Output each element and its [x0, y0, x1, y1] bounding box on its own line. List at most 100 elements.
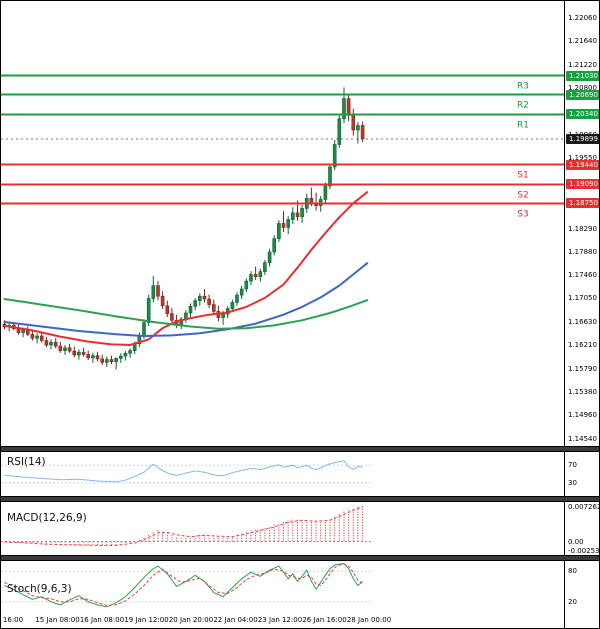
price-tick-label: 1.18290 [568, 224, 597, 233]
bear-candle [44, 340, 49, 346]
time-tick-label: 26 Jan 16:00 [302, 616, 347, 624]
rsi-line [4, 460, 363, 483]
price-chart-panel[interactable]: R1 R2 R3 S1 S2 S3 [1, 1, 564, 446]
bull-candle [244, 280, 249, 290]
price-tick-label: 1.20800 [568, 84, 597, 93]
bull-candle [63, 347, 67, 351]
stoch-axis-label: 80 [568, 567, 577, 576]
panel-divider[interactable] [1, 555, 599, 561]
time-tick-label: 23 Jan 12:00 [257, 616, 303, 624]
price-badge-s1: 1.19440 [566, 159, 599, 170]
time-tick-label: 28 Jan 00:00 [346, 616, 392, 624]
time-tick-label: 19 Jan 12:00 [124, 616, 169, 624]
bull-candle [21, 329, 25, 333]
bull-candle [272, 238, 277, 253]
stoch-k-line [4, 563, 363, 608]
rsi-panel[interactable] [1, 452, 564, 496]
bear-candle [202, 295, 207, 300]
bear-candle [58, 345, 63, 351]
bear-candle [207, 298, 211, 305]
bear-candle [81, 351, 86, 355]
bear-candle [100, 358, 104, 363]
macd-axis-label: 0.00 [568, 537, 584, 546]
time-tick-label: 16 Jan 08:00 [79, 616, 125, 624]
bear-candle [170, 313, 174, 321]
bull-candle [263, 262, 267, 272]
bear-candle [253, 274, 258, 277]
stoch-d-line [4, 563, 363, 606]
bear-candle [86, 354, 90, 359]
bull-candle [119, 355, 123, 359]
stoch-panel[interactable] [1, 561, 564, 612]
bull-candle [277, 223, 281, 239]
bull-candle [267, 251, 272, 263]
panel-divider[interactable] [1, 446, 599, 452]
bull-candle [221, 313, 225, 318]
macd-axis-label: 0.007262 [568, 502, 600, 511]
bull-candle [151, 285, 156, 299]
bull-candle [290, 212, 295, 220]
bull-candle [356, 125, 360, 131]
bear-candle [360, 125, 365, 140]
bull-candle [123, 352, 128, 357]
bear-candle [165, 305, 170, 314]
price-tick-label: 1.21220 [568, 60, 597, 69]
ma-line-slow-green [3, 298, 369, 330]
bear-candle [72, 350, 77, 356]
bear-candle [95, 355, 100, 360]
bull-candle [328, 166, 332, 187]
panel-divider[interactable] [1, 496, 599, 502]
price-tick-label: 1.15790 [568, 364, 597, 373]
bear-candle [30, 333, 35, 339]
bull-candle [114, 358, 118, 362]
level-label-r3: R3 [517, 82, 529, 92]
price-tick-label: 1.19550 [568, 154, 597, 162]
price-tick-label: 1.17880 [568, 247, 597, 256]
rsi-axis-label: 70 [568, 461, 577, 470]
bull-candle [337, 118, 342, 145]
price-tick-label: 1.14540 [568, 434, 597, 443]
bear-candle [39, 335, 44, 341]
bull-candle [49, 341, 53, 346]
bull-candle [249, 274, 253, 282]
time-tick-label: 20 Jan 20:00 [168, 616, 214, 624]
bear-candle [351, 115, 356, 131]
bear-candle [156, 285, 160, 297]
price-tick-label: 1.16210 [568, 341, 597, 349]
macd-axis-label: -0.002531 [568, 547, 600, 555]
price-tick-label: 1.15380 [568, 387, 597, 396]
price-badge-r3: 1.21030 [566, 70, 599, 81]
bull-candle [179, 318, 183, 325]
level-label-s2: S2 [517, 190, 528, 200]
bull-candle [323, 185, 328, 200]
current-price-badge: 1.19899 [566, 134, 599, 144]
macd-indicator-label: MACD(12,26,9) [7, 512, 87, 524]
rsi-indicator-label: RSI(14) [7, 456, 46, 468]
price-tick-label: 1.14960 [568, 411, 597, 419]
bull-candle [332, 144, 337, 168]
bull-candle [35, 335, 39, 339]
bull-candle [188, 305, 193, 314]
level-label-r2: R2 [517, 101, 529, 111]
time-tick-label: 22 Jan 04:00 [213, 616, 258, 624]
bull-candle [342, 98, 346, 120]
bear-candle [346, 98, 351, 116]
bear-candle [281, 223, 286, 228]
price-tick-label: 1.22060 [568, 13, 597, 22]
price-axis[interactable]: 1.220601.216401.212201.208001.203801.199… [564, 1, 600, 628]
price-tick-label: 1.17050 [568, 294, 597, 302]
price-badge-r2: 1.20690 [566, 89, 599, 100]
bull-candle [105, 359, 109, 363]
time-axis[interactable]: 16:00 15 Jan 08:00 16 Jan 08:00 19 Jan 12:0… [1, 612, 599, 628]
bull-candle [77, 351, 81, 356]
macd-signal-line [4, 506, 363, 546]
bear-candle [53, 341, 58, 347]
macd-panel[interactable] [1, 502, 564, 555]
ma-line-fast-red [3, 191, 369, 346]
bull-candle [128, 350, 132, 354]
bear-candle [295, 212, 300, 218]
bull-candle [198, 295, 202, 302]
bear-candle [160, 295, 165, 307]
bear-candle [67, 347, 72, 352]
bull-candle [258, 271, 263, 278]
